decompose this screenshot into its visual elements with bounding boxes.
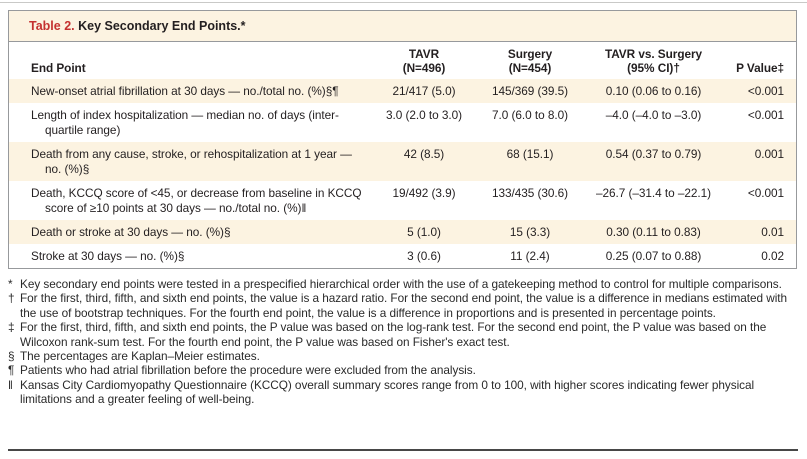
col-header-pvalue-label: P Value <box>736 61 778 75</box>
surgery-cell: 145/369 (39.5) <box>491 84 569 98</box>
col-header-pvalue: P Value‡ <box>724 42 796 79</box>
pvalue-cell: 0.01 <box>761 225 784 239</box>
surgery-cell: 68 (15.1) <box>506 147 554 161</box>
footnote-item: ‡ For the first, third, fifth, and sixth … <box>8 320 799 349</box>
footnote-marker: § <box>223 225 231 239</box>
col-header-ci: TAVR vs. Surgery (95% CI)† <box>583 42 724 79</box>
footnote-marker: ‖ <box>301 201 307 215</box>
secondary-endpoints-table: End Point TAVR (N=496) Surgery (N=454) TAV… <box>9 42 796 268</box>
footnote-symbol: ¶ <box>8 363 15 378</box>
col-header-surgery-n: (N=454) <box>508 61 552 75</box>
dagger-marker: † <box>673 61 680 75</box>
pvalue-cell: <0.001 <box>747 108 784 122</box>
col-header-tavr: TAVR (N=496) <box>371 42 477 79</box>
endpoint-cell: Stroke at 30 days — no. (%)§ <box>9 244 371 268</box>
endpoint-cell: Length of index hospitalization — median… <box>9 103 371 142</box>
ci-cell: 0.10 (0.06 to 0.16) <box>605 84 702 98</box>
footnotes-section: * Key secondary end points were tested in… <box>8 277 799 407</box>
footnote-text: Kansas City Cardiomyopathy Questionnaire… <box>20 377 755 407</box>
tavr-cell: 3 (0.6) <box>407 249 441 263</box>
table-row: New-onset atrial fibrillation at 30 days… <box>9 79 796 103</box>
footnote-text: For the first, third, fifth, and sixth e… <box>20 291 788 320</box>
pvalue-cell: <0.001 <box>747 84 784 98</box>
surgery-cell: 7.0 (6.0 to 8.0) <box>492 108 568 122</box>
footnote-marker: § <box>82 162 90 176</box>
ci-cell: 0.25 (0.07 to 0.88) <box>605 249 702 263</box>
footnote-text: For the first, third, fifth, and sixth e… <box>20 320 767 349</box>
footnote-item: * Key secondary end points were tested in… <box>8 277 799 291</box>
endpoint-label: Death, KCCQ score of <45, or decrease fr… <box>31 186 362 215</box>
pvalue-cell: 0.02 <box>761 249 784 263</box>
footnote-text: The percentages are Kaplan–Meier estimat… <box>20 349 260 364</box>
bottom-divider <box>8 449 798 451</box>
endpoint-cell: Death or stroke at 30 days — no. (%)§ <box>9 220 371 244</box>
endpoint-label: New-onset atrial fibrillation at 30 days… <box>31 84 326 98</box>
tavr-cell: 42 (8.5) <box>403 147 445 161</box>
footnote-symbol: ‖ <box>8 377 13 392</box>
col-header-tavr-n: (N=496) <box>402 61 446 75</box>
col-header-ci-subtext: (95% CI) <box>627 61 674 75</box>
endpoint-label: Death or stroke at 30 days — no. (%) <box>31 225 224 239</box>
col-header-tavr-label: TAVR <box>408 47 440 61</box>
footnote-item: ¶ Patients who had atrial fibrillation be… <box>8 363 799 377</box>
endpoint-label: Death from any cause, stroke, or rehospi… <box>31 147 352 176</box>
surgery-cell: 15 (3.3) <box>509 225 551 239</box>
footnote-text: Key secondary end points were tested in … <box>20 277 782 291</box>
footnote-symbol: § <box>8 349 15 364</box>
ci-cell: 0.54 (0.37 to 0.79) <box>605 147 702 161</box>
footnote-item: § The percentages are Kaplan–Meier estima… <box>8 349 799 363</box>
table-title-bar: Table 2. Key Secondary End Points.* <box>9 11 796 42</box>
table-row: Length of index hospitalization — median… <box>9 103 796 142</box>
footnote-symbol: ‡ <box>8 320 15 335</box>
endpoint-cell: Death from any cause, stroke, or rehospi… <box>9 142 371 181</box>
surgery-cell: 133/435 (30.6) <box>491 186 569 200</box>
footnote-marker: § <box>177 249 185 263</box>
tavr-cell: 19/492 (3.9) <box>392 186 456 200</box>
table-title: Key Secondary End Points.* <box>78 19 246 33</box>
col-header-surgery: Surgery (N=454) <box>477 42 583 79</box>
col-header-ci-sub: (95% CI)† <box>585 61 722 75</box>
double-dagger-marker: ‡ <box>777 61 784 75</box>
table-row: Death, KCCQ score of <45, or decrease fr… <box>9 181 796 220</box>
col-header-surgery-label: Surgery <box>507 47 553 61</box>
col-header-ci-label: TAVR vs. Surgery <box>604 47 703 61</box>
footnote-symbol: † <box>8 291 15 306</box>
header-row: End Point TAVR (N=496) Surgery (N=454) TAV… <box>9 42 796 79</box>
endpoint-cell: Death, KCCQ score of <45, or decrease fr… <box>9 181 371 220</box>
tavr-cell: 3.0 (2.0 to 3.0) <box>386 108 462 122</box>
table-row: Stroke at 30 days — no. (%)§ 3 (0.6) 11 … <box>9 244 796 268</box>
pvalue-cell: 0.001 <box>754 147 784 161</box>
footnote-item: ‖ Kansas City Cardiomyopathy Questionnair… <box>8 378 799 407</box>
table-number: Table 2. <box>29 19 75 33</box>
endpoint-label: Stroke at 30 days — no. (%) <box>31 249 178 263</box>
tavr-cell: 21/417 (5.0) <box>392 84 456 98</box>
ci-cell: 0.30 (0.11 to 0.83) <box>606 225 701 239</box>
footnote-text: Patients who had atrial fibrillation bef… <box>20 363 476 378</box>
pvalue-cell: <0.001 <box>747 186 784 200</box>
col-header-endpoint: End Point <box>9 42 371 79</box>
ci-cell: –4.0 (–4.0 to –3.0) <box>605 108 702 122</box>
endpoint-cell: New-onset atrial fibrillation at 30 days… <box>9 79 371 103</box>
surgery-cell: 11 (2.4) <box>510 249 550 263</box>
footnote-item: † For the first, third, fifth, and sixth … <box>8 291 799 320</box>
endpoint-label: Length of index hospitalization — median… <box>31 108 339 137</box>
top-divider <box>0 2 807 3</box>
tavr-cell: 5 (1.0) <box>407 225 441 239</box>
col-header-endpoint-label: End Point <box>31 61 86 75</box>
ci-cell: –26.7 (–31.4 to –22.1) <box>596 186 711 200</box>
table-row: Death or stroke at 30 days — no. (%)§ 5 … <box>9 220 796 244</box>
table-row: Death from any cause, stroke, or rehospi… <box>9 142 796 181</box>
footnote-marker: §¶ <box>325 84 339 98</box>
table-2-card: Table 2. Key Secondary End Points.* End … <box>8 10 797 269</box>
footnote-symbol: * <box>8 277 13 291</box>
